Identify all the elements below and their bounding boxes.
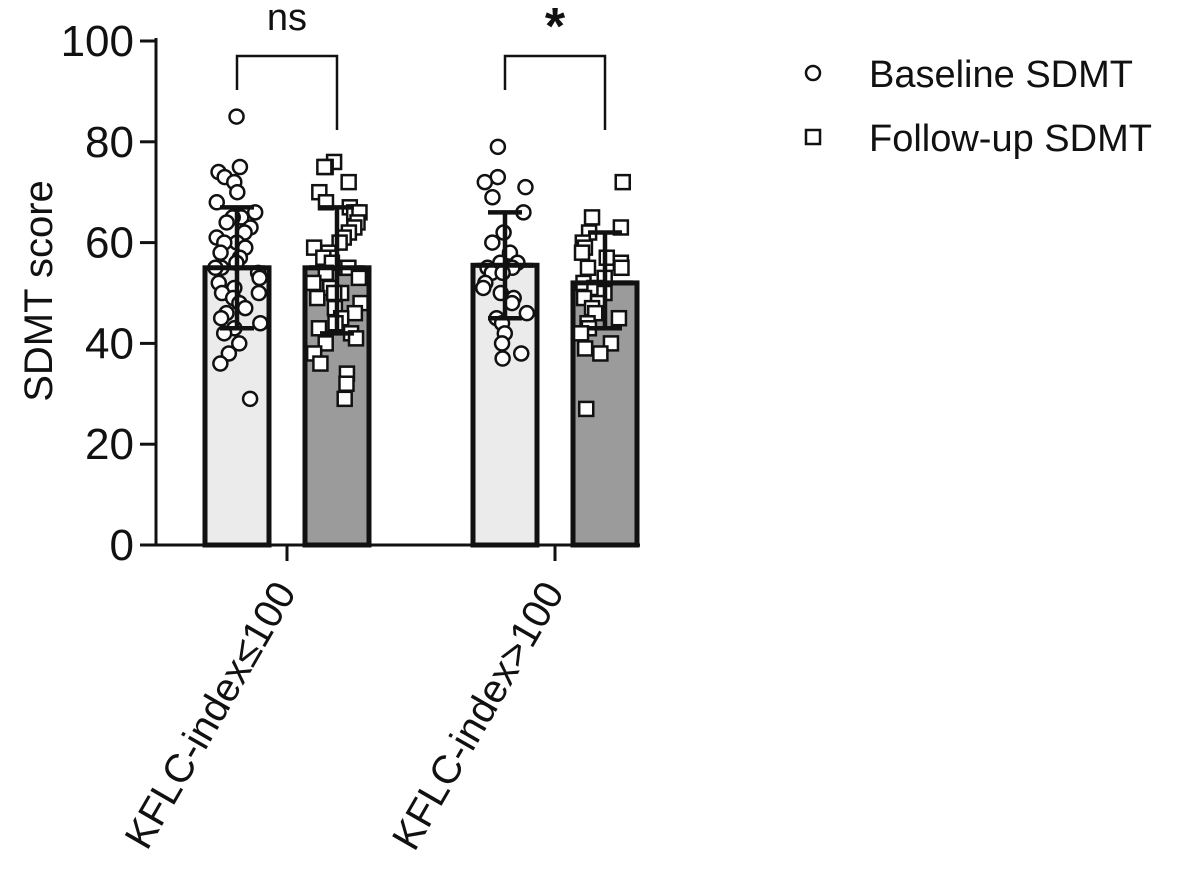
data-point [212, 309, 230, 327]
data-point [592, 345, 609, 362]
y-tick-label: 100 [61, 17, 134, 66]
data-point [316, 158, 333, 176]
data-point [610, 309, 628, 327]
significance-label: ns [267, 0, 307, 39]
data-point [305, 274, 322, 292]
legend-marker-circle [804, 64, 822, 82]
data-point [336, 390, 353, 408]
data-point [573, 244, 591, 261]
significance-bracket [503, 54, 607, 130]
significance-label: * [545, 0, 566, 56]
data-point [484, 188, 501, 206]
data-point [340, 173, 357, 191]
data-point [251, 269, 268, 287]
category-label: KFLC-index≤100 [117, 575, 305, 857]
data-point [346, 304, 364, 322]
legend-marker-square [804, 128, 822, 146]
data-point [614, 173, 631, 191]
data-point [236, 299, 254, 317]
y-tick-label: 40 [85, 319, 134, 368]
data-point [475, 279, 492, 297]
data-point [252, 314, 269, 332]
significance-annotations: ns * [235, 0, 607, 130]
data-point [493, 335, 511, 352]
data-point [512, 345, 530, 362]
data-point [489, 138, 507, 156]
data-point [518, 304, 536, 322]
legend-label: Follow-up SDMT [869, 118, 1152, 160]
legend-label: Baseline SDMT [869, 54, 1133, 96]
data-point [484, 234, 501, 251]
data-point [312, 355, 329, 372]
category-labels: KFLC-index≤100 KFLC-index>100 [117, 575, 573, 858]
y-tick-label: 60 [85, 219, 134, 268]
data-point [494, 350, 511, 367]
data-point [476, 173, 494, 191]
y-tick-label: 0 [110, 521, 134, 570]
y-axis-label: SDMT score [17, 180, 61, 402]
data-point [218, 214, 235, 231]
data-point [212, 355, 229, 372]
data-point [228, 108, 245, 125]
data-point [229, 183, 246, 201]
data-point [309, 289, 326, 307]
data-point [338, 375, 355, 392]
data-point [350, 269, 368, 287]
significance-bracket [235, 54, 339, 130]
data-point [250, 284, 268, 302]
data-point [583, 209, 601, 226]
points-layer [207, 108, 631, 418]
data-point [241, 390, 259, 408]
y-axis-ticks: 0 20 40 60 80 100 [61, 17, 156, 570]
data-point [613, 259, 630, 277]
bars-layer [202, 262, 640, 548]
data-point [494, 264, 511, 282]
data-point [572, 325, 590, 342]
data-point [517, 178, 534, 196]
data-point [231, 335, 248, 352]
legend: Baseline SDMT Follow-up SDMT [804, 54, 1152, 160]
category-label: KFLC-index>100 [384, 575, 573, 858]
error-bars-layer [209, 205, 633, 336]
data-point [220, 345, 238, 362]
data-point [231, 158, 249, 176]
x-axis-ticks [285, 545, 557, 561]
y-tick-label: 80 [85, 118, 134, 167]
data-point [212, 244, 229, 261]
data-point [577, 400, 595, 418]
data-point [579, 259, 597, 277]
data-point [576, 340, 594, 357]
y-tick-label: 20 [85, 420, 134, 469]
